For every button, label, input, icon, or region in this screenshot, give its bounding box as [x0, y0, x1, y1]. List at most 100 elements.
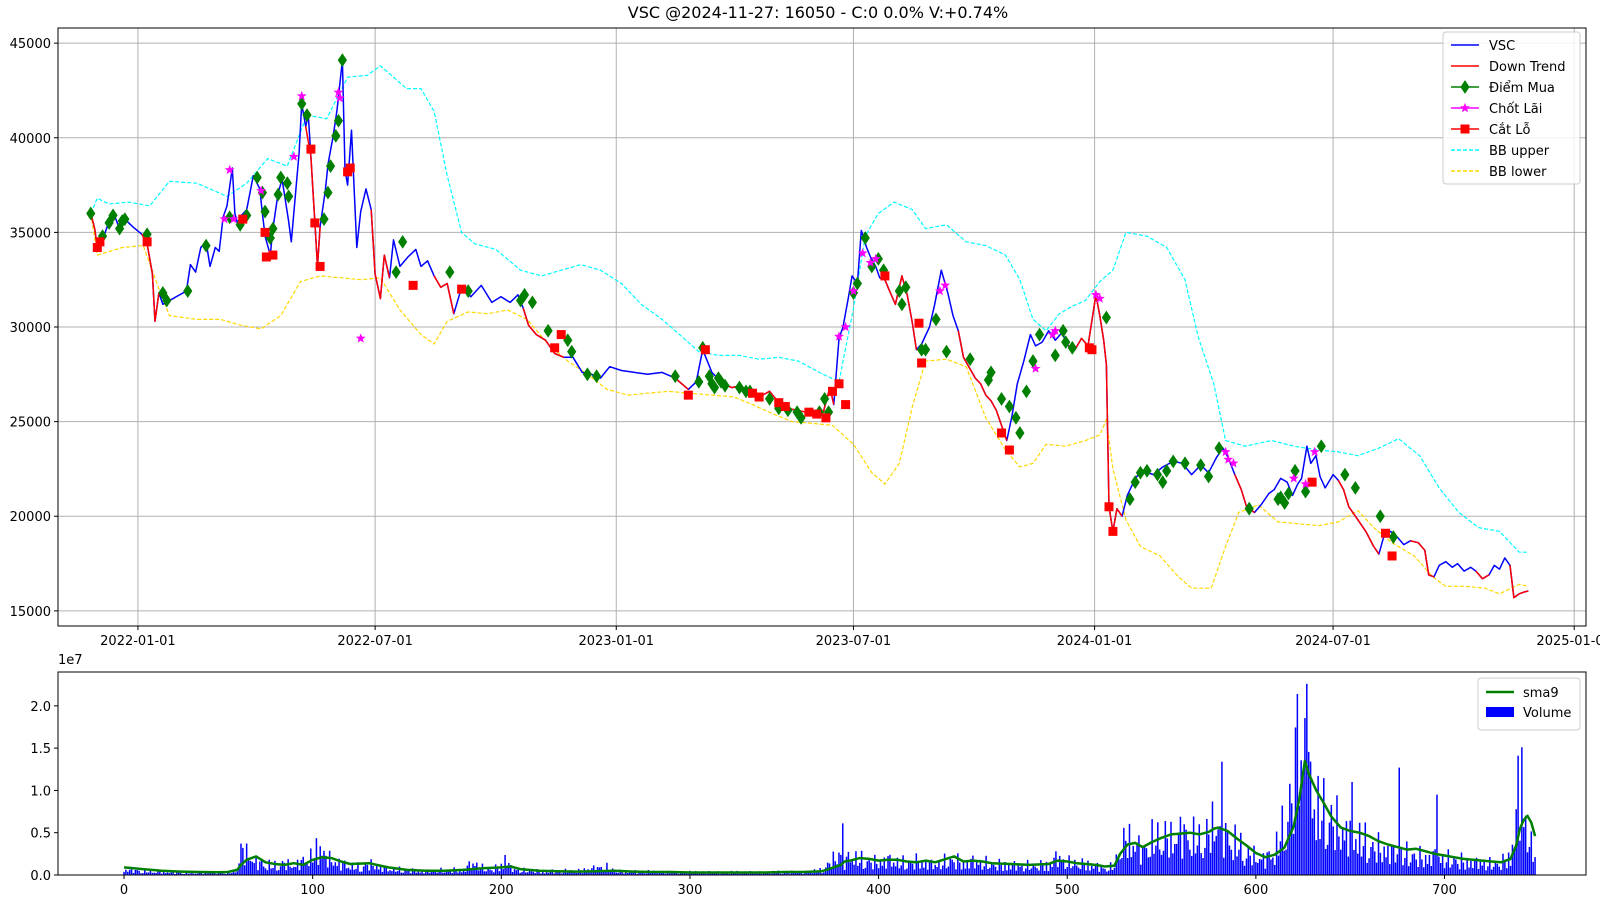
volume-bar: [1098, 871, 1101, 875]
volume-bar: [1115, 854, 1118, 875]
volume-bar: [608, 870, 610, 875]
volume-bar: [1160, 854, 1163, 875]
volume-bar: [940, 869, 942, 875]
legend-label-vsc: VSC: [1489, 39, 1515, 54]
volume-bar: [1111, 870, 1114, 875]
volume-bar: [1366, 862, 1368, 875]
buy-point-marker: [965, 352, 975, 367]
price-x-tick-label: 2024-01-01: [1057, 634, 1133, 649]
volume-bar: [930, 859, 933, 875]
volume-bar: [285, 870, 288, 875]
buy-point-marker: [734, 380, 745, 395]
volume-bar: [125, 869, 127, 875]
volume-bar: [640, 871, 642, 875]
take-profit-marker: [1094, 293, 1105, 303]
volume-bar: [266, 870, 269, 875]
volume-bar: [1038, 870, 1040, 875]
volume-bar: [415, 872, 418, 875]
volume-bar: [428, 872, 431, 875]
stop-loss-marker: [827, 386, 837, 396]
volume-bar: [1224, 823, 1227, 875]
price-x-axis: 2022-01-01 2022-07-01 2023-01-01 2023-07-01…: [100, 626, 1600, 649]
volume-bar: [359, 871, 361, 875]
volume-bar: [455, 870, 457, 875]
volume-bar: [1264, 868, 1267, 875]
volume-bar: [1502, 853, 1504, 875]
volume-bar: [1277, 855, 1280, 875]
volume-bar: [1124, 840, 1127, 875]
volume-bar: [434, 869, 437, 875]
bb-upper-line: [90, 65, 1529, 553]
volume-bar: [1404, 857, 1406, 875]
volume-bar: [1268, 851, 1270, 875]
volume-bar: [1332, 826, 1334, 875]
volume-bar: [858, 862, 861, 875]
volume-bar: [393, 867, 395, 875]
volume-bar: [430, 871, 433, 875]
volume-bar: [1083, 864, 1085, 875]
stop-loss-marker: [550, 343, 560, 353]
volume-bar: [1281, 805, 1284, 875]
volume-bar: [1081, 858, 1084, 875]
volume-bar: [1068, 855, 1070, 875]
volume-bar: [274, 860, 276, 875]
volume-bar: [1174, 844, 1176, 875]
volume-bar: [1157, 822, 1159, 875]
buy-point-marker: [1152, 467, 1163, 482]
volume-bar: [449, 870, 452, 875]
down-trend-segment: [1337, 479, 1380, 555]
volume-bar: [1109, 862, 1112, 875]
volume-bar: [751, 873, 753, 875]
volume-bar: [585, 872, 587, 875]
volume-bar: [687, 873, 689, 875]
volume-bar: [562, 872, 565, 875]
volume-bar: [1432, 851, 1434, 875]
volume-bar: [419, 872, 421, 875]
volume-bar: [779, 873, 782, 875]
volume-bar: [370, 859, 372, 875]
volume-bar: [1394, 862, 1397, 875]
volume-bar: [323, 850, 325, 875]
volume-bar: [408, 870, 410, 875]
volume-x-tick-label: 700: [1432, 883, 1457, 898]
volume-bar: [1053, 857, 1055, 875]
volume-bar: [628, 871, 631, 875]
volume-bar: [1072, 866, 1074, 875]
volume-bar: [677, 873, 680, 875]
volume-bar: [283, 862, 286, 875]
volume-bar: [847, 851, 850, 875]
buy-point-marker: [1158, 475, 1168, 490]
volume-bar: [1326, 844, 1329, 875]
volume-bar: [1498, 866, 1500, 875]
legend-marker-cat-lo: [1460, 124, 1470, 134]
price-legend-box: [1442, 31, 1581, 185]
take-profit-marker: [224, 164, 235, 175]
volume-bar: [896, 857, 899, 875]
take-profit-marker: [857, 248, 868, 258]
volume-bar: [210, 873, 212, 875]
volume-bar: [1013, 861, 1016, 875]
volume-bar: [1279, 841, 1282, 875]
volume-bar: [1390, 845, 1393, 875]
volume-bar: [1183, 824, 1185, 875]
volume-bar: [770, 873, 772, 875]
price-legend: VSC Down Trend Điểm Mua Chốt Lãi Cắt Lỗ BB up…: [1442, 31, 1581, 185]
volume-bar: [1396, 854, 1399, 875]
volume-bar: [1121, 858, 1123, 875]
volume-bar: [664, 873, 667, 875]
volume-bar: [670, 872, 672, 875]
take-profit-marker: [1228, 458, 1239, 468]
volume-bar: [674, 872, 676, 875]
buy-point-marker: [1142, 463, 1152, 478]
volume-bar: [1400, 847, 1402, 875]
volume-bar: [193, 873, 195, 875]
volume-bar: [411, 868, 414, 875]
volume-bar: [1113, 867, 1116, 875]
volume-y-exponent: 1e7: [58, 653, 83, 668]
take-profit-marker: [1300, 478, 1311, 489]
volume-bar: [621, 871, 623, 875]
take-profit-marker: [256, 185, 267, 195]
legend-label-down-trend: Down Trend: [1489, 60, 1566, 75]
volume-bar: [262, 866, 265, 875]
